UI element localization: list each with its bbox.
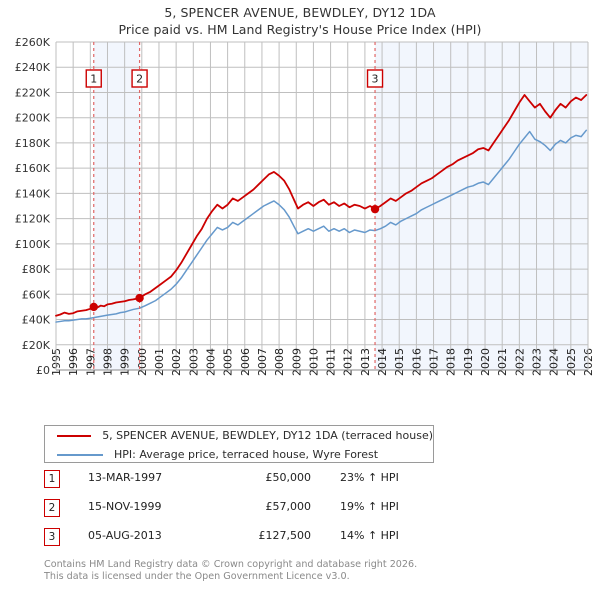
marker-box-1[interactable]: [85, 69, 102, 88]
y-axis-tick-label: £200K: [15, 112, 51, 125]
y-axis-tick-label: £240K: [15, 61, 51, 74]
x-axis-tick-label: 2009: [290, 348, 303, 376]
x-axis-tick-label: 2004: [204, 348, 217, 376]
transaction-marker-2: 2: [44, 499, 60, 517]
x-axis-tick-label: 2022: [513, 348, 526, 376]
x-axis-tick-label: 1998: [101, 348, 114, 376]
y-axis-tick-label: £180K: [15, 137, 51, 150]
y-axis-tick-label: £40K: [22, 314, 51, 327]
table-row: 2 15-NOV-1999 £57,000 19% ↑ HPI: [44, 499, 464, 528]
x-axis-tick-label: 2021: [496, 348, 509, 376]
y-axis-tick-label: £100K: [15, 238, 51, 251]
transaction-hpi-delta-2: 19% ↑ HPI: [340, 500, 399, 513]
transaction-date-3: 05-AUG-2013: [88, 529, 162, 542]
x-axis-tick-label: 2005: [222, 348, 235, 376]
x-axis-tick-label: 1996: [67, 348, 80, 376]
title-line-2: Price paid vs. HM Land Registry's House …: [118, 22, 482, 37]
x-axis-tick-label: 2002: [170, 348, 183, 376]
ownership-span-2: [375, 42, 588, 370]
transaction-date-2: 15-NOV-1999: [88, 500, 162, 513]
ownership-span-1: [93, 42, 140, 370]
attribution-footer: Contains HM Land Registry data © Crown c…: [44, 559, 584, 582]
x-axis-tick-label: 2012: [342, 348, 355, 376]
table-row: 1 13-MAR-1997 £50,000 23% ↑ HPI: [44, 470, 464, 499]
transaction-marker-3: 3: [44, 528, 60, 546]
transaction-hpi-delta-3: 14% ↑ HPI: [340, 529, 399, 542]
legend-label-hpi: HPI: Average price, terraced house, Wyre…: [114, 448, 379, 461]
series-line-price-paid: [55, 94, 588, 317]
y-axis-tick-label: £120K: [15, 213, 51, 226]
x-axis-tick-label: 2003: [187, 348, 200, 376]
x-axis-tick-label: 2019: [462, 348, 475, 376]
series-line-hpi: [55, 129, 588, 323]
legend-item-hpi: HPI: Average price, terraced house, Wyre…: [45, 445, 433, 464]
x-axis-tick-label: 2018: [445, 348, 458, 376]
table-row: 3 05-AUG-2013 £127,500 14% ↑ HPI: [44, 528, 464, 557]
legend-item-price-paid: 5, SPENCER AVENUE, BEWDLEY, DY12 1DA (te…: [45, 426, 433, 445]
x-axis-tick-label: 2017: [428, 348, 441, 376]
x-axis-tick-label: 2008: [273, 348, 286, 376]
x-axis-tick-label: 2024: [548, 348, 561, 376]
x-axis-tick-label: 2000: [136, 348, 149, 376]
sale-point-3[interactable]: [370, 204, 380, 214]
x-axis-tick-label: 2001: [153, 348, 166, 376]
transaction-marker-1: 1: [44, 470, 60, 488]
sale-point-1[interactable]: [89, 302, 98, 312]
marker-box-2[interactable]: [131, 69, 148, 88]
x-axis-tick-label: 2011: [325, 348, 338, 376]
chart-plot-area: £0 £20K £40K £60K £80K £100K £120K £140K £160K £1…: [15, 36, 595, 377]
x-axis-tick-label: 1997: [84, 348, 97, 376]
x-axis-tick-label: 2007: [256, 348, 269, 376]
x-axis-tick-label: 2006: [239, 348, 252, 376]
y-axis-tick-label: £20K: [22, 339, 51, 352]
x-axis-tick-label: 2010: [307, 348, 320, 376]
footer-line-2: This data is licensed under the Open Gov…: [44, 570, 350, 582]
x-axis-tick-label: 2023: [531, 348, 544, 376]
legend-swatch-hpi: [57, 453, 103, 456]
footer-line-1: Contains HM Land Registry data © Crown c…: [44, 559, 418, 570]
x-axis-tick-label: 1999: [119, 348, 132, 376]
y-axis-tick-label: £80K: [22, 263, 51, 276]
y-axis-tick-label: £0: [36, 364, 50, 377]
transactions-table: 1 13-MAR-1997 £50,000 23% ↑ HPI 2 15-NOV…: [44, 470, 464, 557]
marker-label-2: 2: [136, 73, 143, 86]
transaction-price-2: £57,000: [265, 500, 312, 513]
legend-swatch-price-paid: [57, 434, 92, 437]
x-axis-tick-label: 2013: [359, 348, 372, 376]
title-line-1: 5, SPENCER AVENUE, BEWDLEY, DY12 1DA: [164, 5, 436, 20]
y-axis-tick-label: £220K: [15, 86, 51, 99]
x-axis-tick-label: 2015: [393, 348, 406, 376]
y-axis-tick-label: £60K: [22, 288, 51, 301]
marker-box-3[interactable]: [366, 69, 384, 88]
marker-label-3: 3: [372, 73, 379, 86]
transaction-price-3: £127,500: [258, 529, 312, 542]
transaction-hpi-delta-1: 23% ↑ HPI: [340, 471, 399, 484]
legend-label-price-paid: 5, SPENCER AVENUE, BEWDLEY, DY12 1DA (te…: [102, 429, 433, 442]
y-axis-tick-label: £260K: [15, 36, 51, 49]
y-axis-tick-label: £160K: [15, 162, 51, 175]
page-title: 5, SPENCER AVENUE, BEWDLEY, DY12 1DA Pri…: [0, 4, 600, 38]
x-axis-tick-label: 2020: [479, 348, 492, 376]
chart-legend: 5, SPENCER AVENUE, BEWDLEY, DY12 1DA (te…: [44, 425, 434, 463]
y-axis-tick-label: £140K: [15, 187, 51, 200]
x-axis-tick-label: 2025: [565, 348, 578, 376]
x-axis-tick-label: 2014: [376, 348, 389, 376]
marker-label-1: 1: [90, 73, 97, 86]
sale-point-2[interactable]: [135, 293, 144, 303]
transaction-date-1: 13-MAR-1997: [88, 471, 163, 484]
transaction-price-1: £50,000: [265, 471, 312, 484]
x-axis-tick-label: 2016: [410, 348, 423, 376]
